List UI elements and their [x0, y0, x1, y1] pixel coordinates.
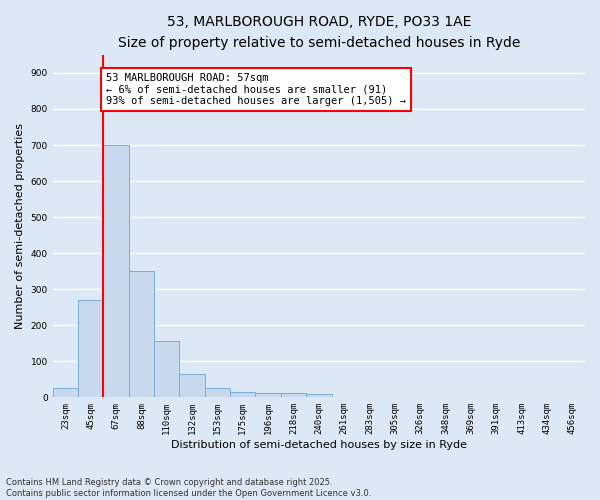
Bar	[129, 271, 154, 398]
Bar	[154, 342, 179, 398]
Text: Contains HM Land Registry data © Crown copyright and database right 2025.
Contai: Contains HM Land Registry data © Crown c…	[6, 478, 371, 498]
Title: 53, MARLBOROUGH ROAD, RYDE, PO33 1AE
Size of property relative to semi-detached : 53, MARLBOROUGH ROAD, RYDE, PO33 1AE Siz…	[118, 15, 520, 50]
Bar	[179, 374, 205, 398]
Bar	[78, 300, 103, 398]
Bar	[53, 388, 78, 398]
X-axis label: Distribution of semi-detached houses by size in Ryde: Distribution of semi-detached houses by …	[171, 440, 467, 450]
Text: 53 MARLBOROUGH ROAD: 57sqm
← 6% of semi-detached houses are smaller (91)
93% of : 53 MARLBOROUGH ROAD: 57sqm ← 6% of semi-…	[106, 73, 406, 106]
Bar	[281, 393, 306, 398]
Bar	[205, 388, 230, 398]
Bar	[306, 394, 332, 398]
Bar	[230, 392, 256, 398]
Bar	[103, 145, 129, 398]
Bar	[256, 393, 281, 398]
Y-axis label: Number of semi-detached properties: Number of semi-detached properties	[15, 123, 25, 329]
